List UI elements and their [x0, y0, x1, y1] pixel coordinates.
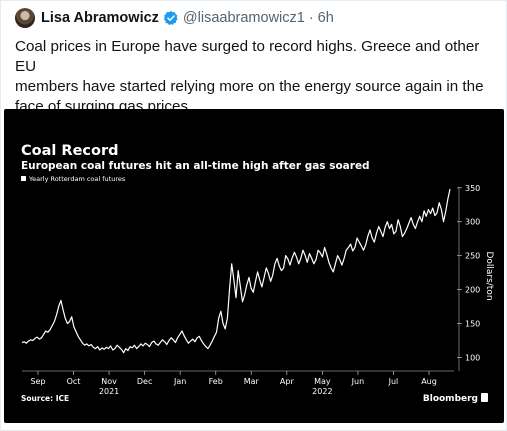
- x-tick-label: Dec: [137, 377, 152, 386]
- bloomberg-logo: Bloomberg: [423, 394, 478, 404]
- year-label: 2022: [312, 387, 332, 396]
- x-tick-label: Jul: [388, 377, 399, 386]
- tweet-header: Lisa Abramowicz @lisaabramowicz1 · 6h: [15, 8, 334, 28]
- avatar[interactable]: [15, 8, 35, 28]
- y-tick-label: 250: [465, 252, 480, 261]
- y-tick-label: 150: [465, 320, 480, 329]
- x-tick-label: Apr: [280, 377, 295, 386]
- chart-subtitle: European coal futures hit an all-time hi…: [21, 160, 370, 172]
- y-tick-label: 350: [465, 184, 480, 193]
- author-name[interactable]: Lisa Abramowicz: [41, 10, 159, 26]
- y-tick-label: 200: [465, 286, 480, 295]
- x-tick-label: Mar: [244, 377, 260, 386]
- legend-swatch: [21, 176, 26, 181]
- series-line: [21, 188, 451, 354]
- tweet-text-line: members have started relying more on the…: [15, 78, 484, 95]
- chart-image[interactable]: Coal Record European coal futures hit an …: [4, 109, 504, 423]
- legend-label: Yearly Rotterdam coal futures: [28, 175, 126, 183]
- y-tick-label: 100: [465, 353, 480, 362]
- tweet-text: Coal prices in Europe have surged to rec…: [15, 37, 495, 117]
- y-tick-label: 300: [465, 218, 480, 227]
- year-label: 2021: [99, 387, 119, 396]
- bloomberg-logo-mark: [481, 393, 488, 402]
- x-tick-label: Sep: [30, 377, 45, 386]
- x-tick-label: Aug: [421, 377, 437, 386]
- x-tick-label: Nov: [101, 377, 117, 386]
- chart-title: Coal Record: [21, 143, 119, 159]
- y-axis-label: Dollars/ton: [484, 251, 494, 300]
- x-tick-label: Feb: [209, 377, 223, 386]
- x-tick-label: Jan: [173, 377, 186, 386]
- tweet-text-line: Coal prices in Europe have surged to rec…: [15, 38, 480, 75]
- verified-badge-icon: [163, 11, 178, 25]
- x-tick-label: May: [314, 377, 331, 386]
- timestamp[interactable]: 6h: [317, 10, 334, 26]
- author-handle[interactable]: @lisaabramowicz1: [182, 10, 305, 26]
- x-tick-label: Jun: [351, 377, 365, 386]
- chart-source: Source: ICE: [21, 394, 69, 403]
- separator-dot: ·: [308, 10, 314, 26]
- x-tick-label: Oct: [67, 377, 81, 386]
